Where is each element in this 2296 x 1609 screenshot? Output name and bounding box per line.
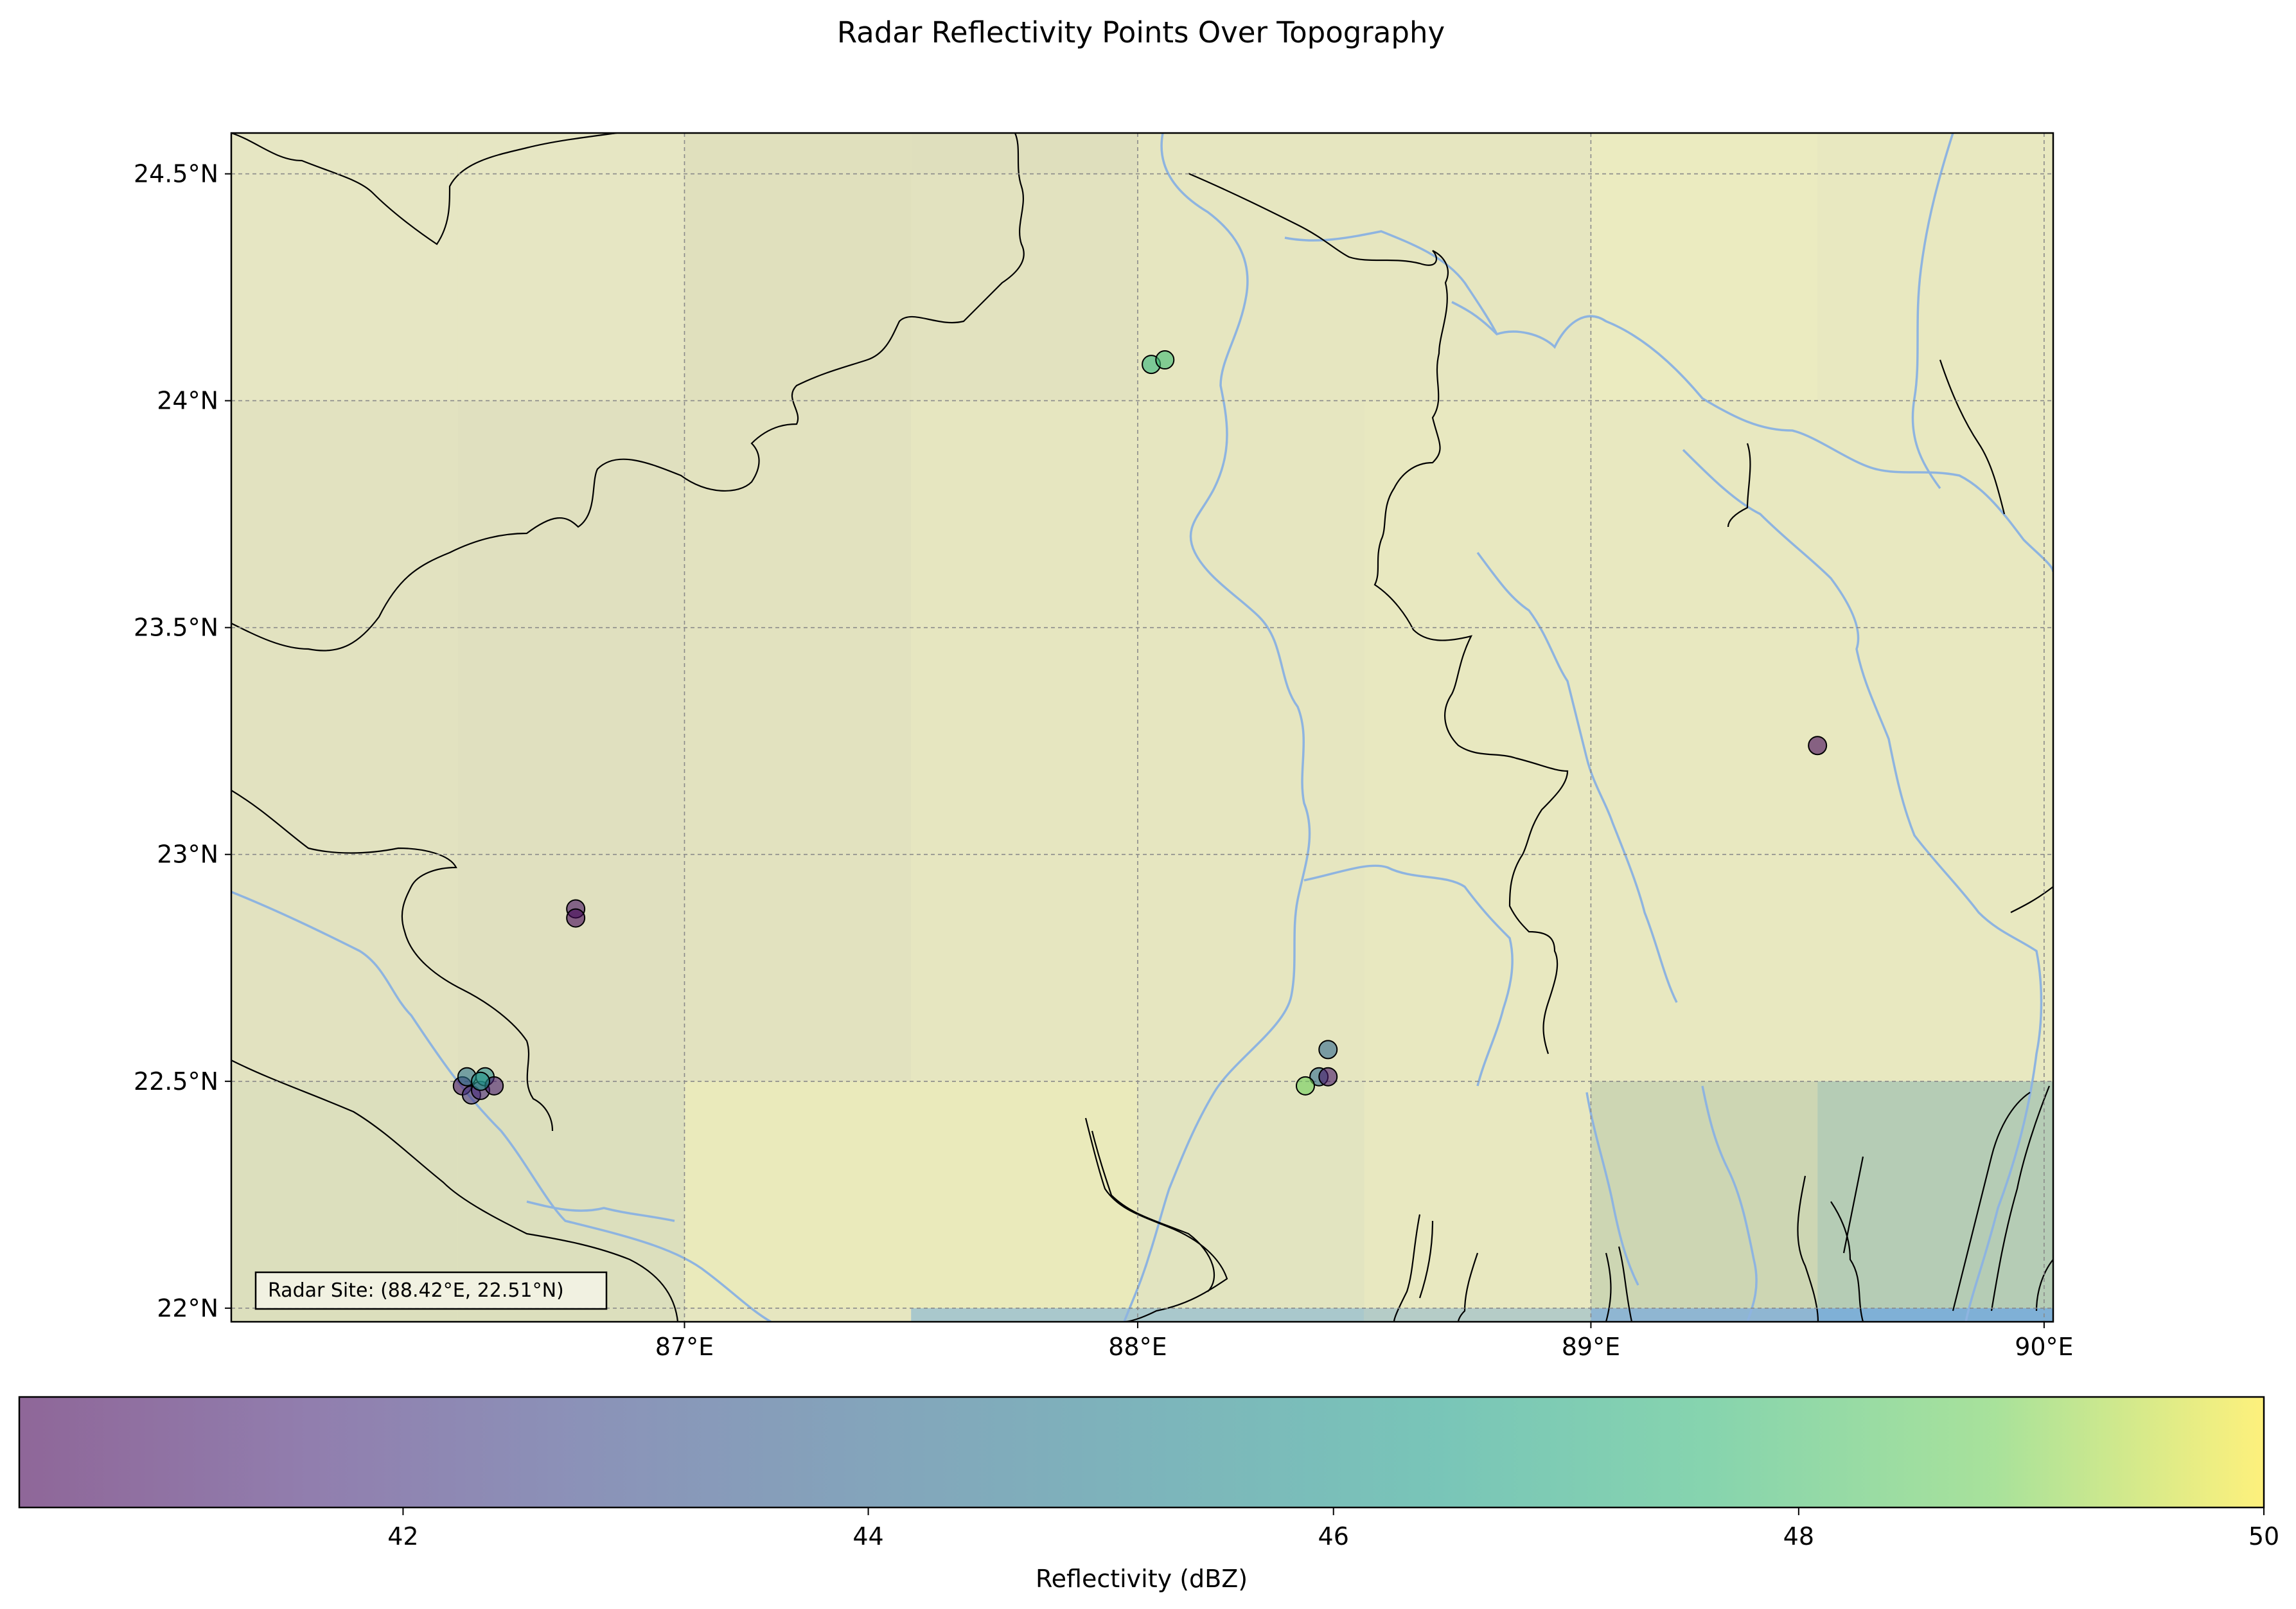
river-east-6 [1701,1085,1758,1322]
coast-3 [1393,1214,1421,1322]
colorbar-gradient [19,1397,2264,1507]
topo-cell-25 [684,1308,912,1322]
river-east-3 [1682,449,2043,1322]
topo-cell-10 [457,400,685,1081]
topo-cell-16 [1817,400,2053,1081]
topo-cell-4 [911,173,1138,401]
border-east-3 [2010,886,2053,913]
x-tick-label-1: 88°E [1108,1333,1167,1361]
coast-7 [1618,1246,1633,1322]
border-central [1188,172,1569,1054]
map-frame [230,132,2054,1323]
river-east-5 [1585,1092,1639,1286]
topo-cell-28 [1591,1308,1818,1322]
y-tick-label-4: 24°N [157,387,218,415]
x-axis-ticks: 87°E 88°E 89°E 90°E [655,1322,2074,1361]
reflectivity-point-11 [1318,1040,1338,1060]
reflectivity-point-14 [1295,1076,1315,1096]
y-tick-label-2: 23°N [157,840,218,869]
river-west-1 [231,891,772,1322]
coast-2 [1091,1130,1215,1292]
coast-4 [1418,1220,1434,1299]
river-lines [231,133,2053,1322]
topo-cell-14 [1364,400,1591,1081]
x-tick-label-2: 89°E [1562,1333,1620,1361]
y-tick-label-1: 22.5°N [134,1067,218,1096]
reflectivity-point-10 [1155,350,1175,370]
river-east-2 [1476,551,1678,1003]
gridlines [231,133,2053,1322]
y-axis-ticks: 22°N 22.5°N 23°N 23.5°N 24°N 24.5°N [134,160,231,1322]
colorbar-tick-label-4: 50 [2248,1522,2279,1551]
annotation-text: Radar Site: (88.42°E, 22.51°N) [268,1279,564,1302]
topo-cell-21 [1137,1081,1364,1308]
reflectivity-point-8 [566,908,586,928]
topo-cell-7 [1591,133,1818,401]
topo-cell-5 [1137,133,1364,401]
colorbar-ticks: 42 44 46 48 50 [387,1507,2279,1551]
map-panel: Radar Site: (88.42°E, 22.51°N) 87°E 88°E 8… [134,132,2074,1361]
coast-6 [1605,1252,1612,1322]
topo-cell-22 [1364,1081,1591,1308]
y-tick-label-5: 24.5°N [134,160,218,188]
coast-9 [1830,1201,1864,1322]
topo-cell-1 [457,133,685,401]
river-central-2 [1303,864,1514,1087]
topo-cell-19 [684,1081,912,1308]
y-tick-label-0: 22°N [157,1294,218,1322]
reflectivity-point-15 [1808,736,1828,756]
colorbar-frame [18,1396,2265,1509]
topography-layer [231,133,2053,1322]
border-north [231,133,617,245]
topo-cell-27 [1364,1308,1591,1322]
river-east-4 [1911,133,1954,490]
border-lines [231,133,2053,1322]
colorbar: 42 44 46 48 50 Reflectivity (dBZ) [18,1396,2279,1593]
border-west-1 [231,790,554,1132]
chart-title: Radar Reflectivity Points Over Topograph… [837,15,1445,49]
colorbar-tick-label-2: 46 [1318,1522,1349,1551]
river-west-2 [526,1200,675,1222]
y-tick-label-3: 23.5°N [134,614,218,642]
border-west-2 [231,1060,679,1322]
annotation-box [254,1271,608,1310]
topo-cell-13 [1137,400,1364,1081]
reflectivity-point-6 [471,1071,491,1091]
topo-cell-29 [1817,1308,2053,1322]
topo-cell-8 [1817,133,2053,401]
border-northwest [231,133,1025,652]
topo-cell-15 [1591,400,1818,1081]
border-east-2 [1727,443,1751,528]
colorbar-label: Reflectivity (dBZ) [1036,1565,1248,1593]
topo-cell-23 [1591,1081,1818,1308]
topo-cell-20 [911,1081,1138,1308]
coast-5 [1457,1252,1479,1322]
radar-site-annotation: Radar Site: (88.42°E, 22.51°N) [254,1271,608,1310]
river-central-3 [1284,230,1498,335]
colorbar-tick-label-1: 44 [852,1522,883,1551]
topo-cell-9 [231,400,458,1081]
x-tick-label-3: 90°E [2015,1333,2073,1361]
colorbar-tick-label-3: 48 [1783,1522,1814,1551]
x-tick-label-0: 87°E [655,1333,714,1361]
coast-13 [2035,1259,2053,1311]
topo-cell-6 [1364,133,1591,401]
coast-12 [1990,1085,2051,1311]
reflectivity-point-13 [1318,1067,1338,1087]
topo-cell-24 [1817,1081,2053,1308]
river-east-1 [1451,301,2053,573]
colorbar-tick-label-0: 42 [387,1522,418,1551]
coast-10 [1842,1156,1864,1254]
topo-cell-12 [911,400,1138,1081]
topo-cell-3 [911,133,1138,174]
coast-8 [1797,1175,1819,1322]
topo-cell-0 [231,133,458,401]
topo-cell-2 [684,133,912,401]
topo-cell-11 [684,400,912,1081]
border-east-1 [1939,359,2006,515]
reflectivity-points [452,350,1828,1105]
river-central-1 [1123,133,1311,1322]
coast-11 [1952,1092,2031,1311]
